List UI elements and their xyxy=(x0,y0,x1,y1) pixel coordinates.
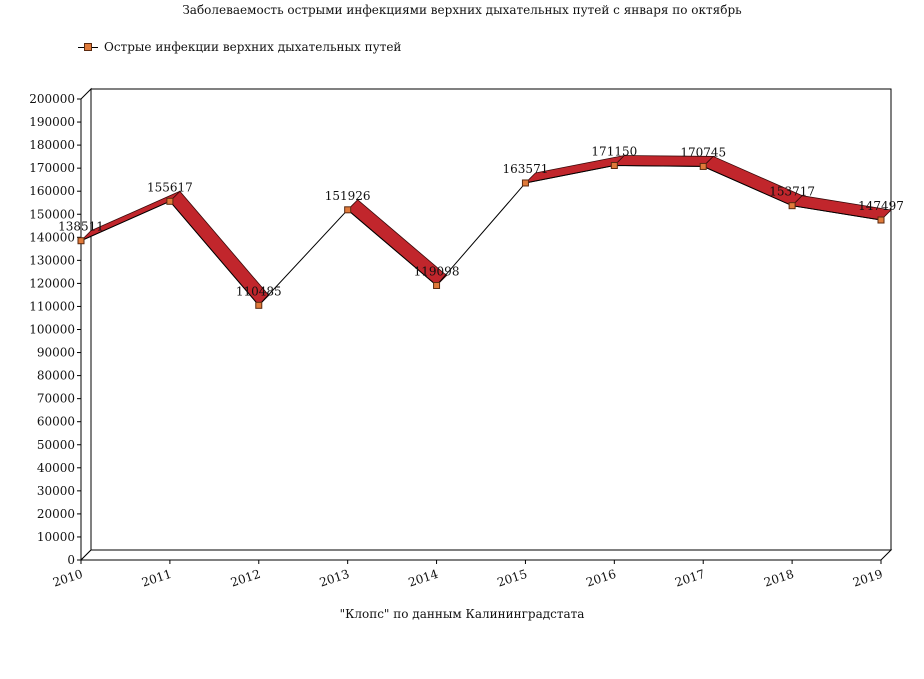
y-tick-label: 160000 xyxy=(29,184,75,198)
y-tick-label: 120000 xyxy=(29,276,75,290)
y-tick-label: 70000 xyxy=(37,392,75,406)
data-label: 163571 xyxy=(503,162,549,176)
data-point-marker xyxy=(344,206,352,214)
data-label: 147497 xyxy=(858,199,904,213)
y-tick-label: 20000 xyxy=(37,507,75,521)
series-line xyxy=(80,164,882,307)
legend: Острые инфекции верхних дыхательных путе… xyxy=(78,40,401,54)
x-tick-label: 2017 xyxy=(673,567,706,590)
y-tick-label: 110000 xyxy=(29,299,75,313)
x-tick-label: 2019 xyxy=(851,567,884,590)
x-tick-label: 2012 xyxy=(229,567,262,590)
x-tick-label: 2014 xyxy=(407,567,441,590)
y-tick-label: 10000 xyxy=(37,530,75,544)
plot-back-wall xyxy=(90,88,892,551)
data-point-marker xyxy=(788,202,796,210)
y-tick-label: 190000 xyxy=(29,115,75,129)
y-tick-label: 200000 xyxy=(29,92,75,106)
plot-left-wall xyxy=(80,87,92,562)
y-tick-label: 30000 xyxy=(37,484,75,498)
data-point-marker xyxy=(610,161,618,169)
y-tick-label: 140000 xyxy=(29,230,75,244)
y-tick-label: 50000 xyxy=(37,438,75,452)
x-tick-label: 2016 xyxy=(584,567,617,590)
source-label: "Клопс" по данным Калининградстата xyxy=(339,607,585,621)
x-tick-label: 2013 xyxy=(318,567,351,590)
y-tick-label: 90000 xyxy=(37,346,75,360)
x-tick-label: 2010 xyxy=(51,567,84,590)
data-label: 119098 xyxy=(414,264,460,278)
data-label: 138511 xyxy=(58,220,104,234)
y-tick-label: 170000 xyxy=(29,161,75,175)
data-label: 155617 xyxy=(147,180,193,194)
chart-title: Заболеваемость острыми инфекциями верхни… xyxy=(182,3,742,17)
data-label: 170745 xyxy=(680,145,726,159)
data-point-marker xyxy=(433,281,441,289)
y-tick-label: 100000 xyxy=(29,323,75,337)
y-tick-label: 180000 xyxy=(29,138,75,152)
y-tick-label: 130000 xyxy=(29,253,75,267)
y-tick-label: 0 xyxy=(67,553,75,567)
legend-line-marker-icon xyxy=(78,42,98,52)
x-tick-label: 2015 xyxy=(496,567,529,590)
data-label: 110485 xyxy=(236,284,282,298)
data-point-marker xyxy=(255,301,263,309)
data-label: 171150 xyxy=(591,144,637,158)
x-tick-label: 2018 xyxy=(762,567,795,590)
y-tick-label: 40000 xyxy=(37,461,75,475)
x-tick-label: 2011 xyxy=(140,567,173,590)
data-point-marker xyxy=(521,179,529,187)
data-point-marker xyxy=(166,197,174,205)
y-tick-label: 150000 xyxy=(29,207,75,221)
legend-label: Острые инфекции верхних дыхательных путе… xyxy=(104,40,402,54)
y-tick-label: 80000 xyxy=(37,369,75,383)
y-tick-label: 60000 xyxy=(37,415,75,429)
data-label: 153717 xyxy=(769,185,815,199)
plot-floor xyxy=(79,549,893,561)
data-point-marker xyxy=(877,216,885,224)
data-point-marker xyxy=(699,162,707,170)
data-label: 151926 xyxy=(325,189,371,203)
data-point-marker xyxy=(77,237,85,245)
